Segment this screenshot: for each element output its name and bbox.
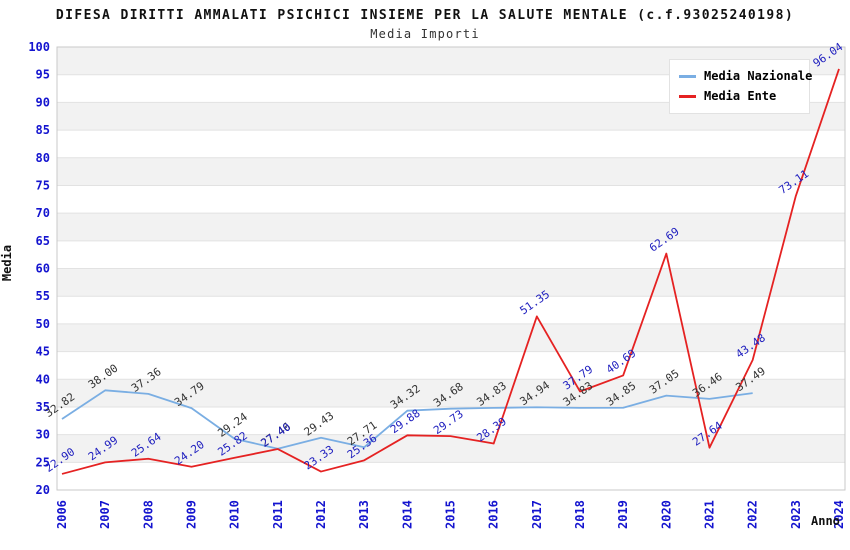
plot-border	[56, 46, 846, 491]
plot-band	[57, 213, 845, 241]
legend-label-media-ente: Media Ente	[704, 89, 777, 103]
chart-title: DIFESA DIRITTI AMMALATI PSICHICI INSIEME…	[55, 8, 795, 23]
x-tick-label: 2023	[789, 500, 803, 529]
x-tick-label: 2008	[141, 500, 155, 529]
x-tick-label: 2015	[444, 500, 458, 529]
y-tick-label: 60	[36, 262, 50, 276]
media-ente-line-swatch	[679, 94, 696, 98]
series-line-0	[61, 389, 753, 450]
x-tick-label: 2009	[185, 500, 199, 529]
y-tick-label: 50	[36, 317, 50, 331]
x-tick-label: 2024	[832, 500, 846, 529]
x-tick-label: 2010	[228, 500, 242, 529]
plot-band	[57, 323, 845, 352]
x-tick-label: 2011	[271, 500, 285, 529]
x-tick-label: 2016	[487, 500, 501, 529]
chart-subtitle: Media Importi	[370, 27, 480, 41]
y-tick-label: 90	[36, 95, 50, 109]
x-tick-label: 2006	[55, 500, 69, 529]
x-tick-label: 2017	[530, 500, 544, 529]
x-tick-label: 2014	[400, 500, 414, 529]
y-tick-label: 100	[28, 40, 50, 54]
x-tick-label: 2018	[573, 500, 587, 529]
x-tick-label: 2019	[616, 500, 630, 529]
legend-label-media-nazionale: Media Nazionale	[704, 69, 813, 83]
y-tick-label: 45	[36, 345, 50, 359]
legend: Media Nazionale Media Ente	[669, 59, 812, 114]
y-tick-label: 55	[36, 289, 50, 303]
y-tick-label: 95	[36, 68, 50, 82]
x-tick-label: 2021	[703, 500, 717, 529]
y-tick-label: 75	[36, 178, 50, 192]
y-tick-label: 65	[36, 234, 50, 248]
legend-item-media-ente: Media Ente	[679, 86, 800, 106]
media-nazionale-line-swatch	[679, 74, 696, 78]
y-tick-label: 35	[36, 400, 50, 414]
y-tick-label: 40	[36, 372, 50, 386]
point-label-series-1: 29.73	[431, 407, 466, 437]
x-tick-label: 2007	[98, 500, 112, 529]
y-tick-label: 25	[36, 455, 50, 469]
point-label-series-1: 29.88	[388, 407, 423, 437]
y-tick-label: 80	[36, 151, 50, 165]
y-tick-label: 85	[36, 123, 50, 137]
x-tick-label: 2020	[659, 500, 673, 529]
y-tick-label: 70	[36, 206, 50, 220]
plot-band	[57, 379, 845, 407]
y-tick-label: 20	[36, 483, 50, 497]
x-tick-label: 2022	[746, 500, 760, 529]
x-axis-title: Anno	[811, 514, 840, 528]
x-tick-label: 2013	[357, 500, 371, 529]
plot-band	[57, 268, 845, 297]
y-tick-label: 30	[36, 428, 50, 442]
series-line-1	[61, 68, 840, 475]
legend-item-media-nazionale: Media Nazionale	[679, 66, 812, 86]
x-tick-label: 2012	[314, 500, 328, 529]
plot-band	[57, 157, 845, 186]
